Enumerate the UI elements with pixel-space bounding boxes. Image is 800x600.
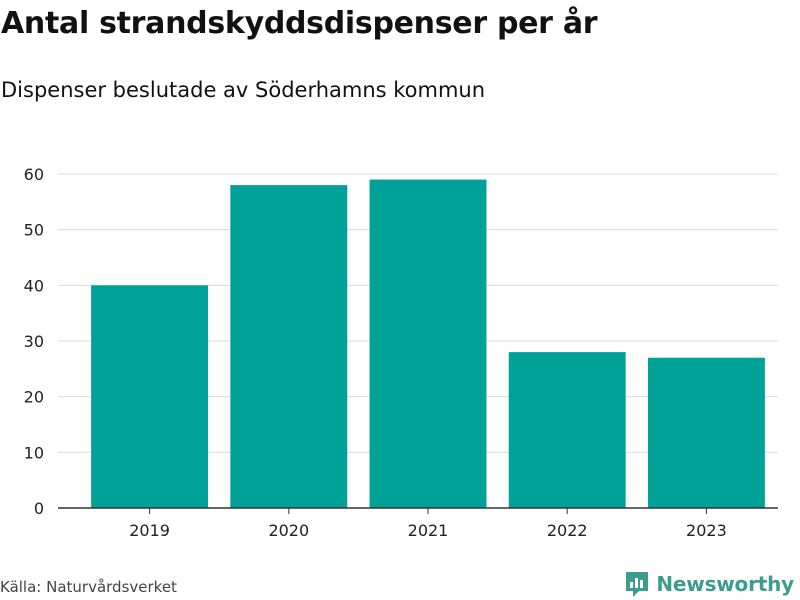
bar xyxy=(508,352,626,508)
y-tick-label: 10 xyxy=(24,443,44,462)
y-tick-labels: 0 10 20 30 40 50 60 xyxy=(24,165,44,518)
brand-name: Newsworthy xyxy=(656,572,794,596)
x-tick-label: 2019 xyxy=(129,521,170,540)
chart-title: Antal strandskyddsdispenser per år xyxy=(1,6,598,41)
bar-chart: 0 10 20 30 40 50 60 2019 2020 2021 2022 2023 xyxy=(24,165,778,540)
axes xyxy=(58,507,778,514)
bar xyxy=(230,185,348,508)
bar xyxy=(647,357,765,508)
y-tick-label: 60 xyxy=(24,165,44,184)
x-tick-label: 2020 xyxy=(268,521,309,540)
bars xyxy=(91,179,765,509)
y-tick-label: 20 xyxy=(24,388,44,407)
y-tick-label: 0 xyxy=(34,499,44,518)
chart-subtitle: Dispenser beslutade av Söderhamns kommun xyxy=(1,78,486,102)
x-tick-label: 2021 xyxy=(408,521,449,540)
x-tick-label: 2023 xyxy=(686,521,727,540)
y-tick-label: 30 xyxy=(24,332,44,351)
y-tick-label: 50 xyxy=(24,221,44,240)
bar xyxy=(91,285,209,508)
x-tick-label: 2022 xyxy=(547,521,588,540)
x-tick-labels: 2019 2020 2021 2022 2023 xyxy=(129,521,727,540)
newsworthy-logo-icon xyxy=(626,572,649,597)
brand: Newsworthy xyxy=(624,568,794,600)
source-note: Källa: Naturvårdsverket xyxy=(0,578,177,596)
y-tick-label: 40 xyxy=(24,276,44,295)
bar xyxy=(369,179,487,509)
